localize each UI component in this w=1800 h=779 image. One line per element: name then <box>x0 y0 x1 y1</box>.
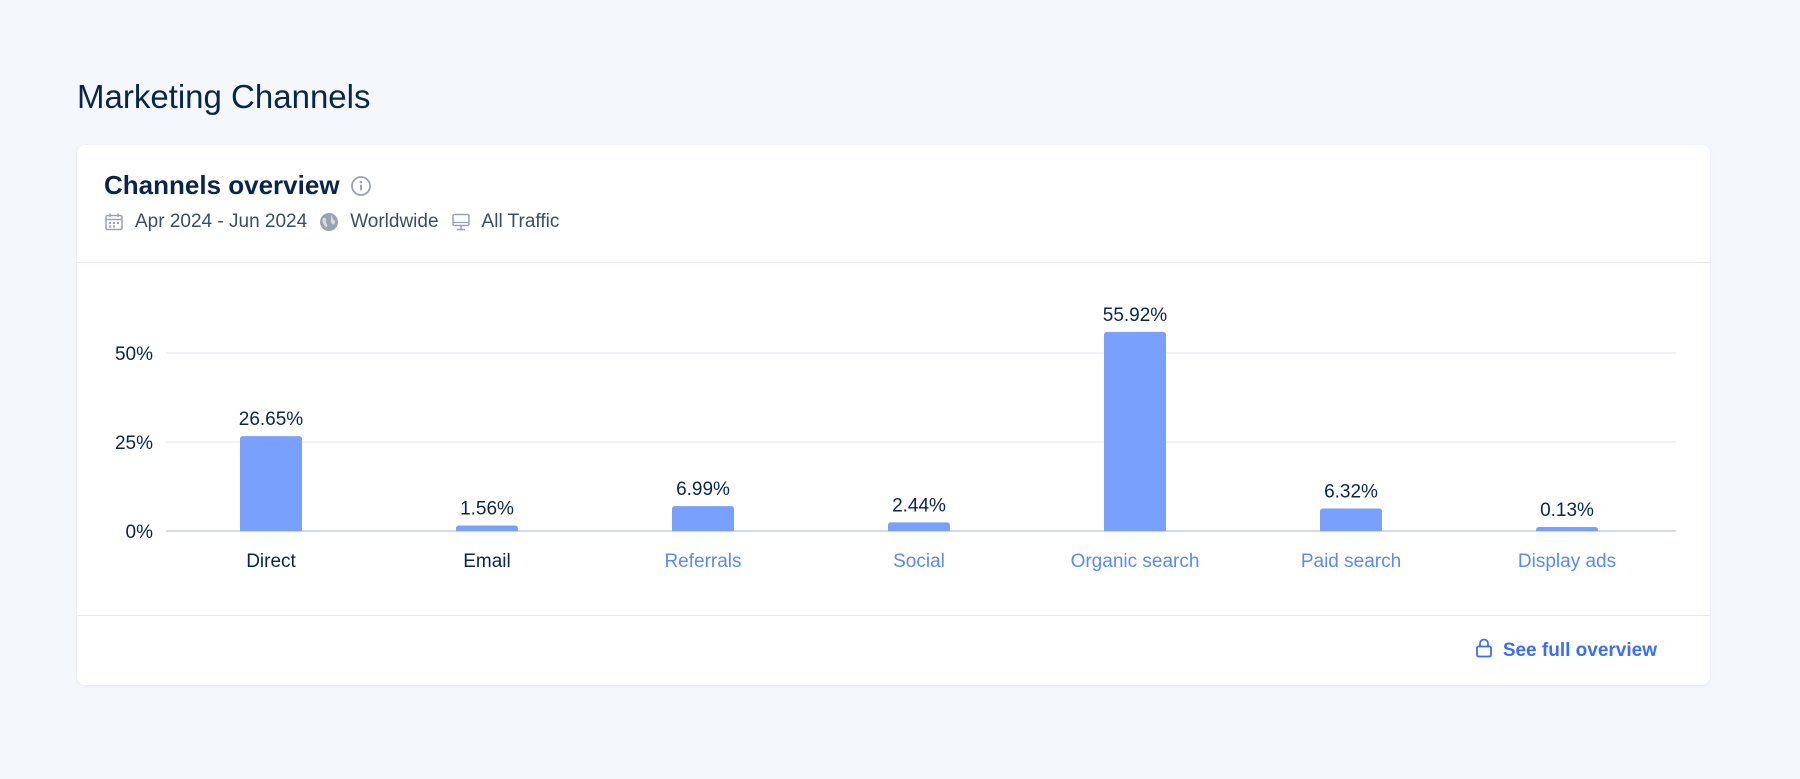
x-category-label[interactable]: Referrals <box>664 551 741 572</box>
see-full-overview-link[interactable]: See full overview <box>1475 638 1657 664</box>
date-range: Apr 2024 - Jun 2024 <box>104 211 307 233</box>
y-tick-label: 50% <box>115 344 153 365</box>
chart-svg: 0% 25% 50% 26.65% Direct 1.56% Email 6.99% Refer… <box>115 305 1676 572</box>
info-icon[interactable] <box>350 175 372 197</box>
x-category-label: Direct <box>246 551 296 572</box>
bar-value-label: 6.32% <box>1324 482 1378 503</box>
bar-value-label: 6.99% <box>676 479 730 500</box>
x-category-label[interactable]: Organic search <box>1071 551 1200 572</box>
card-title-text: Channels overview <box>104 170 340 200</box>
monitor-icon <box>451 212 471 232</box>
region-text: Worldwide <box>350 211 439 232</box>
bar[interactable] <box>1536 527 1598 531</box>
bar-value-label: 2.44% <box>892 495 946 516</box>
bar-value-label: 1.56% <box>460 498 514 519</box>
y-tick-label: 25% <box>115 433 153 454</box>
x-category-label[interactable]: Social <box>893 551 945 572</box>
date-range-text: Apr 2024 - Jun 2024 <box>135 211 308 232</box>
page-title: Marketing Channels <box>77 78 371 115</box>
calendar-icon <box>104 212 124 232</box>
card-title: Channels overview <box>104 170 372 201</box>
card-footer: See full overview <box>77 615 1710 686</box>
globe-icon <box>319 212 339 232</box>
lock-icon <box>1475 638 1493 664</box>
channels-overview-card: Channels overview <box>77 145 1710 685</box>
bar[interactable] <box>240 436 302 531</box>
card-header: Channels overview <box>77 145 1710 263</box>
y-tick-label: 0% <box>126 522 154 543</box>
bar[interactable] <box>1320 508 1382 531</box>
bar[interactable] <box>888 522 950 531</box>
x-category-label[interactable]: Paid search <box>1301 551 1401 572</box>
bar[interactable] <box>1104 331 1166 531</box>
x-category-label: Email <box>463 551 511 572</box>
traffic-text: All Traffic <box>481 211 560 232</box>
bar-value-label: 55.92% <box>1103 305 1168 326</box>
x-category-label[interactable]: Display ads <box>1518 551 1616 572</box>
see-full-overview-label: See full overview <box>1502 640 1657 661</box>
filters-meta: Apr 2024 - Jun 2024 Worldwide <box>104 211 571 233</box>
bar[interactable] <box>672 506 734 531</box>
channels-bar-chart: 0% 25% 50% 26.65% Direct 1.56% Email 6.99% Refer… <box>77 263 1710 613</box>
bar[interactable] <box>456 525 518 531</box>
bar-value-label: 0.13% <box>1540 500 1594 521</box>
traffic-type: All Traffic <box>451 211 560 233</box>
bar-value-label: 26.65% <box>239 409 304 430</box>
region: Worldwide <box>319 211 439 233</box>
